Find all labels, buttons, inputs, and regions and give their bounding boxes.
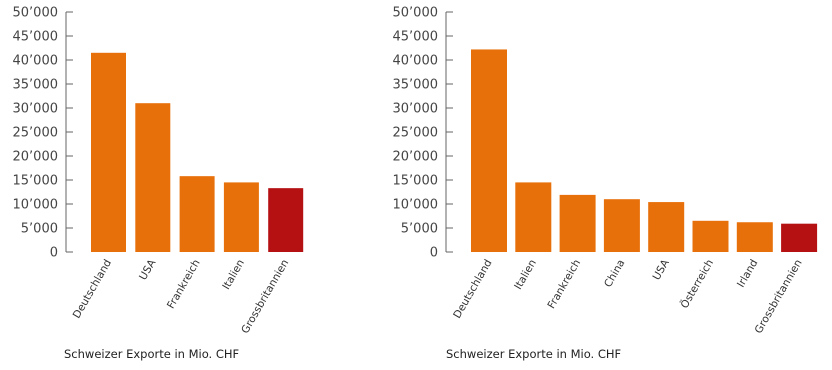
y-tick-label: 45’000 xyxy=(13,30,59,45)
y-tick-label: 25’000 xyxy=(393,126,439,141)
bar xyxy=(692,220,729,252)
y-tick-label: 50’000 xyxy=(13,6,59,21)
x-category-label: China xyxy=(602,258,627,290)
bar xyxy=(736,222,773,252)
bar xyxy=(781,223,818,252)
y-tick-label: 25’000 xyxy=(13,126,59,141)
y-tick-label: 15’000 xyxy=(393,174,439,189)
y-tick-label: 15’000 xyxy=(13,174,59,189)
y-tick-label: 0 xyxy=(50,246,58,261)
bar xyxy=(559,194,596,252)
y-tick-label: 30’000 xyxy=(393,102,439,117)
bar xyxy=(179,176,215,252)
y-tick-label: 5’000 xyxy=(21,222,58,237)
x-category-label: Grossbritannien xyxy=(753,258,805,336)
y-tick-label: 30’000 xyxy=(13,102,59,117)
chart-caption-left: Schweizer Exporte in Mio. CHF xyxy=(64,347,240,361)
bar xyxy=(135,103,171,252)
bar xyxy=(91,52,126,252)
bar xyxy=(515,182,552,252)
bar xyxy=(268,188,304,252)
bar xyxy=(471,49,507,252)
x-category-label: Österreich xyxy=(678,257,716,311)
chart-caption-right: Schweizer Exporte in Mio. CHF xyxy=(446,347,622,361)
y-tick-label: 20’000 xyxy=(393,150,439,165)
bar xyxy=(603,199,640,252)
y-tick-label: 35’000 xyxy=(393,78,439,93)
bar xyxy=(648,202,685,252)
x-category-label: Irland xyxy=(735,258,760,290)
x-category-label: USA xyxy=(651,257,673,283)
y-tick-label: 45’000 xyxy=(393,30,439,45)
y-tick-label: 5’000 xyxy=(401,222,438,237)
y-tick-label: 10’000 xyxy=(393,198,439,213)
y-tick-label: 50’000 xyxy=(393,6,439,21)
y-tick-label: 40’000 xyxy=(393,54,439,69)
y-tick-label: 0 xyxy=(430,246,438,261)
x-category-label: Frankreich xyxy=(545,258,583,311)
y-tick-label: 40’000 xyxy=(13,54,59,69)
y-tick-label: 10’000 xyxy=(13,198,59,213)
y-tick-label: 35’000 xyxy=(13,78,59,93)
y-tick-label: 20’000 xyxy=(13,150,59,165)
x-category-label: Deutschland xyxy=(451,258,494,321)
bar xyxy=(223,182,259,252)
x-category-label: Italien xyxy=(512,258,539,292)
